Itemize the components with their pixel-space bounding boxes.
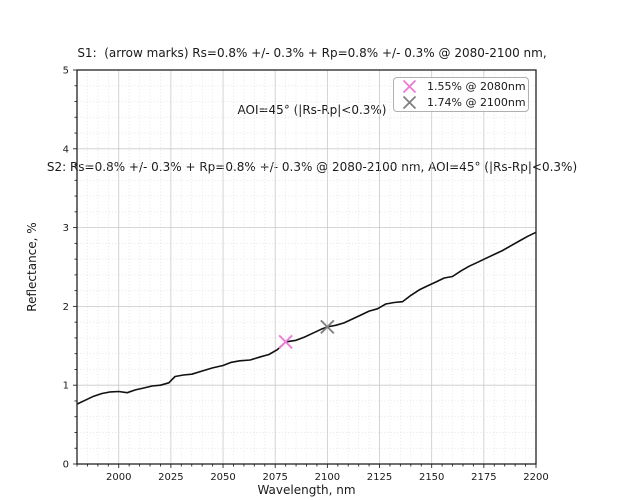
x-marker-gray-path <box>402 95 417 109</box>
x-tick-label: 2000 <box>106 472 131 483</box>
y-tick-label: 2 <box>63 302 69 313</box>
x-tick-label: 2050 <box>210 472 235 483</box>
x-tick-label: 2100 <box>315 472 340 483</box>
title-line-1: S1: (arrow marks) Rs=0.8% +/- 0.3% + Rp=… <box>77 46 547 60</box>
x-tick-label: 2025 <box>158 472 183 483</box>
y-tick-label: 5 <box>63 66 69 77</box>
y-tick-label: 4 <box>63 144 69 155</box>
y-tick-label: 3 <box>63 223 69 234</box>
title-line-2: AOI=45° (|Rs-Rp|<0.3%) <box>237 103 387 117</box>
data-marker-2080 <box>278 334 293 350</box>
x-marker-pink-path <box>402 80 417 94</box>
x-tick-label: 2200 <box>523 472 548 483</box>
y-tick-label: 1 <box>63 381 69 392</box>
axis-ticks: 2000 2025 2050 2075 2100 2125 2150 2175 2200 0 1 2 3… <box>63 66 549 484</box>
reflectance-curve <box>76 231 537 405</box>
legend: 1.55% @ 2080nm 1.74% @ 2100nm <box>393 77 529 112</box>
plot-border <box>76 69 537 465</box>
data-marker-2100 <box>320 319 335 335</box>
x-marker-gray-icon <box>402 95 417 109</box>
y-tick-label: 0 <box>63 460 69 471</box>
x-marker-pink-icon <box>402 80 417 94</box>
x-tick-label: 2075 <box>262 472 287 483</box>
x-tick-label: 2150 <box>419 472 444 483</box>
y-axis-label: Reflectance, % <box>25 222 39 311</box>
legend-label-2080: 1.55% @ 2080nm <box>427 80 526 94</box>
x-tick-label: 2125 <box>367 472 392 483</box>
x-tick-label: 2175 <box>471 472 496 483</box>
x-axis-label: Wavelength, nm <box>257 483 355 497</box>
legend-item-2100: 1.74% @ 2100nm <box>401 95 526 111</box>
legend-item-2080: 1.55% @ 2080nm <box>401 79 526 95</box>
legend-label-2100: 1.74% @ 2100nm <box>427 95 526 109</box>
